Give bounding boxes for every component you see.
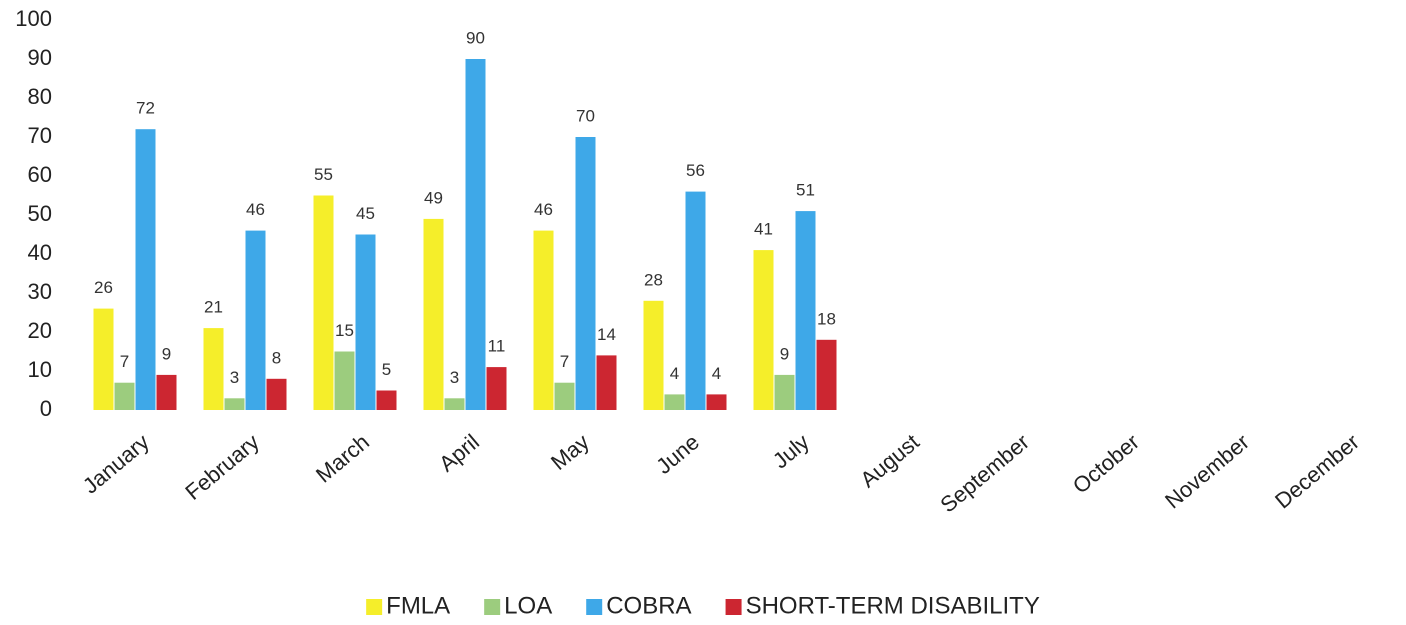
bar xyxy=(753,250,774,410)
x-tick-label: January xyxy=(78,429,154,498)
x-tick-label: October xyxy=(1068,429,1144,498)
x-tick-label: December xyxy=(1270,429,1364,513)
bar xyxy=(465,59,486,410)
legend-label: COBRA xyxy=(606,592,691,619)
legend-label: LOA xyxy=(504,592,552,619)
bar xyxy=(156,374,177,410)
data-label: 4 xyxy=(670,364,679,383)
legend-label: SHORT-TERM DISABILITY xyxy=(746,592,1040,619)
x-tick-label: July xyxy=(768,429,814,473)
data-label: 9 xyxy=(780,344,789,363)
y-tick-label: 20 xyxy=(28,318,52,343)
y-tick-label: 0 xyxy=(40,396,52,421)
data-label: 46 xyxy=(534,200,553,219)
x-tick-label: August xyxy=(855,429,924,492)
legend-swatch xyxy=(366,599,383,615)
data-label: 56 xyxy=(686,161,705,180)
bar xyxy=(423,218,444,410)
legend-label: FMLA xyxy=(386,592,450,619)
bar xyxy=(554,382,575,410)
y-tick-label: 70 xyxy=(28,123,52,148)
legend: FMLA LOA COBRA SHORT-TERM DISABILITY xyxy=(366,592,1040,619)
data-label: 21 xyxy=(204,298,223,317)
data-label: 28 xyxy=(644,270,663,289)
x-tick-label: June xyxy=(651,429,704,479)
data-label: 41 xyxy=(754,220,773,239)
bar xyxy=(203,328,224,410)
x-tick-label: February xyxy=(180,429,264,505)
bar xyxy=(664,394,685,410)
data-label: 7 xyxy=(560,352,569,371)
y-tick-label: 60 xyxy=(28,162,52,187)
legend-swatch xyxy=(586,599,603,615)
data-label: 5 xyxy=(382,360,391,379)
bar xyxy=(245,230,266,410)
bar xyxy=(685,191,706,410)
data-label: 45 xyxy=(356,204,375,223)
data-label: 26 xyxy=(94,278,113,297)
data-label: 51 xyxy=(796,181,815,200)
bar xyxy=(643,300,664,410)
data-label: 18 xyxy=(817,309,836,328)
data-label: 49 xyxy=(424,188,443,207)
bar xyxy=(224,398,245,410)
data-label: 90 xyxy=(466,28,485,47)
bar xyxy=(795,211,816,410)
bar xyxy=(135,129,156,410)
data-label: 3 xyxy=(230,368,239,387)
data-label: 3 xyxy=(450,368,459,387)
bar xyxy=(444,398,465,410)
bar xyxy=(266,378,287,410)
bar xyxy=(313,195,334,410)
bar xyxy=(575,137,596,410)
data-label: 46 xyxy=(246,200,265,219)
data-label: 4 xyxy=(712,364,721,383)
bar xyxy=(596,355,617,410)
x-tick-label: May xyxy=(546,429,594,475)
data-label: 72 xyxy=(136,99,155,118)
y-tick-label: 80 xyxy=(28,84,52,109)
bar xyxy=(706,394,727,410)
bar xyxy=(816,339,837,410)
y-tick-label: 30 xyxy=(28,279,52,304)
bar xyxy=(334,351,355,410)
bar xyxy=(486,367,507,410)
x-tick-label: November xyxy=(1160,429,1254,513)
y-tick-label: 100 xyxy=(15,6,52,31)
data-label: 8 xyxy=(272,348,281,367)
bar xyxy=(93,308,114,410)
bar xyxy=(376,390,397,410)
bar xyxy=(774,374,795,410)
data-label: 11 xyxy=(488,337,506,356)
x-tick-label: April xyxy=(434,429,484,476)
y-tick-label: 90 xyxy=(28,45,52,70)
data-label: 15 xyxy=(335,321,354,340)
y-tick-label: 40 xyxy=(28,240,52,265)
bar xyxy=(355,234,376,410)
data-label: 70 xyxy=(576,106,595,125)
data-label: 14 xyxy=(597,325,616,344)
bar xyxy=(533,230,554,410)
y-tick-label: 10 xyxy=(28,357,52,382)
data-label: 7 xyxy=(120,352,129,371)
x-tick-label: March xyxy=(311,429,374,487)
legend-swatch xyxy=(484,599,501,615)
x-tick-label: September xyxy=(935,429,1034,517)
legend-swatch xyxy=(725,599,742,615)
y-tick-label: 50 xyxy=(28,201,52,226)
data-label: 55 xyxy=(314,165,333,184)
bar xyxy=(114,382,135,410)
data-label: 9 xyxy=(162,344,171,363)
